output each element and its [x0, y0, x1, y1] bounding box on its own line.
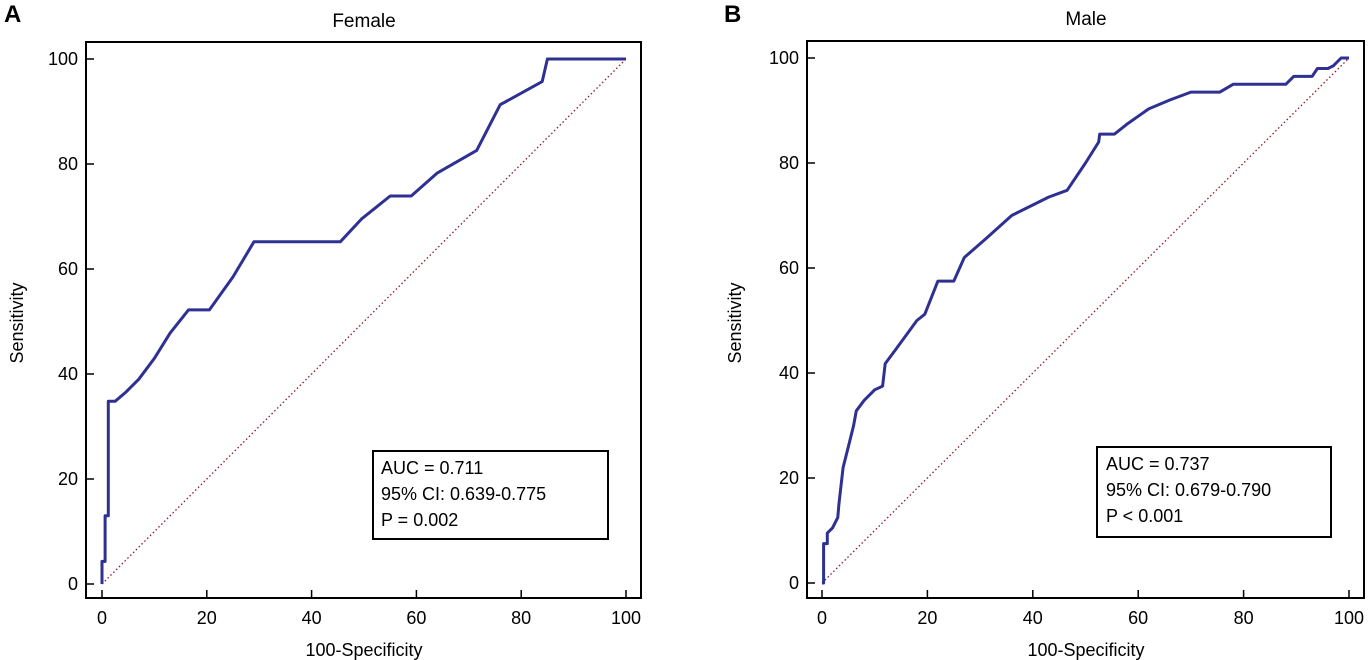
plot-frame-female	[85, 41, 642, 599]
y-axis-label-male: Sensitivity	[725, 282, 745, 363]
x-axis-label-female: 100-Specificity	[305, 640, 422, 660]
chart-title-male: Male	[1065, 9, 1106, 30]
x-tick-label-male-5: 100	[1334, 608, 1364, 628]
auc-value-female: AUC = 0.711	[381, 458, 483, 478]
panel-female: A Female 100-Specificity Sensitivity 0 20…	[4, 1, 642, 660]
ci-value-male: 95% CI: 0.679-0.790	[1106, 480, 1271, 500]
y-tick-label-male-4: 80	[779, 153, 799, 173]
x-tick-label-female-0: 0	[97, 608, 107, 628]
roc-curve-female	[100, 57, 626, 584]
y-tick-label-female-4: 80	[58, 154, 78, 174]
x-tick-label-female-4: 80	[511, 608, 531, 628]
x-tick-label-male-3: 60	[1128, 608, 1148, 628]
panel-male: B Male 100-Specificity Sensitivity 0 20 40…	[724, 1, 1365, 660]
x-tick-label-female-1: 20	[197, 608, 217, 628]
roc-curve-male	[822, 56, 1349, 585]
axis-ticks-female: 0 20 40 60 80 100 0 20 40 60 80 100	[48, 49, 641, 628]
y-tick-label-female-5: 100	[48, 49, 78, 69]
panel-label-a: A	[4, 1, 21, 28]
x-tick-label-male-4: 80	[1234, 608, 1254, 628]
y-tick-label-male-2: 40	[779, 363, 799, 383]
x-tick-label-male-0: 0	[817, 608, 827, 628]
y-tick-label-male-1: 20	[779, 468, 799, 488]
x-axis-label-male: 100-Specificity	[1027, 640, 1144, 660]
y-tick-label-female-0: 0	[68, 574, 78, 594]
auc-value-male: AUC = 0.737	[1106, 454, 1210, 474]
y-tick-label-female-1: 20	[58, 469, 78, 489]
y-tick-label-male-5: 100	[769, 48, 799, 68]
plot-frame-male	[806, 40, 1365, 599]
y-tick-label-female-2: 40	[58, 364, 78, 384]
x-tick-label-female-3: 60	[406, 608, 426, 628]
stats-box-frame-female	[372, 450, 609, 540]
panel-label-b: B	[724, 1, 741, 28]
x-tick-label-female-5: 100	[611, 608, 641, 628]
y-tick-label-male-0: 0	[789, 573, 799, 593]
stats-box-frame-male	[1096, 446, 1332, 538]
axis-ticks-male: 0 20 40 60 80 100 0 20 40 60 80 100	[769, 48, 1364, 628]
stats-box-female: AUC = 0.711 95% CI: 0.639-0.775 P = 0.00…	[372, 450, 609, 540]
x-tick-label-female-2: 40	[302, 608, 322, 628]
x-tick-label-male-2: 40	[1023, 608, 1043, 628]
p-value-male: P < 0.001	[1106, 506, 1183, 526]
ci-value-female: 95% CI: 0.639-0.775	[381, 484, 546, 504]
x-tick-label-male-1: 20	[917, 608, 937, 628]
y-tick-label-male-3: 60	[779, 258, 799, 278]
chart-title-female: Female	[332, 11, 395, 32]
y-tick-label-female-3: 60	[58, 259, 78, 279]
p-value-female: P = 0.002	[381, 510, 458, 530]
y-axis-label-female: Sensitivity	[7, 282, 27, 363]
stats-box-male: AUC = 0.737 95% CI: 0.679-0.790 P < 0.00…	[1096, 446, 1332, 538]
